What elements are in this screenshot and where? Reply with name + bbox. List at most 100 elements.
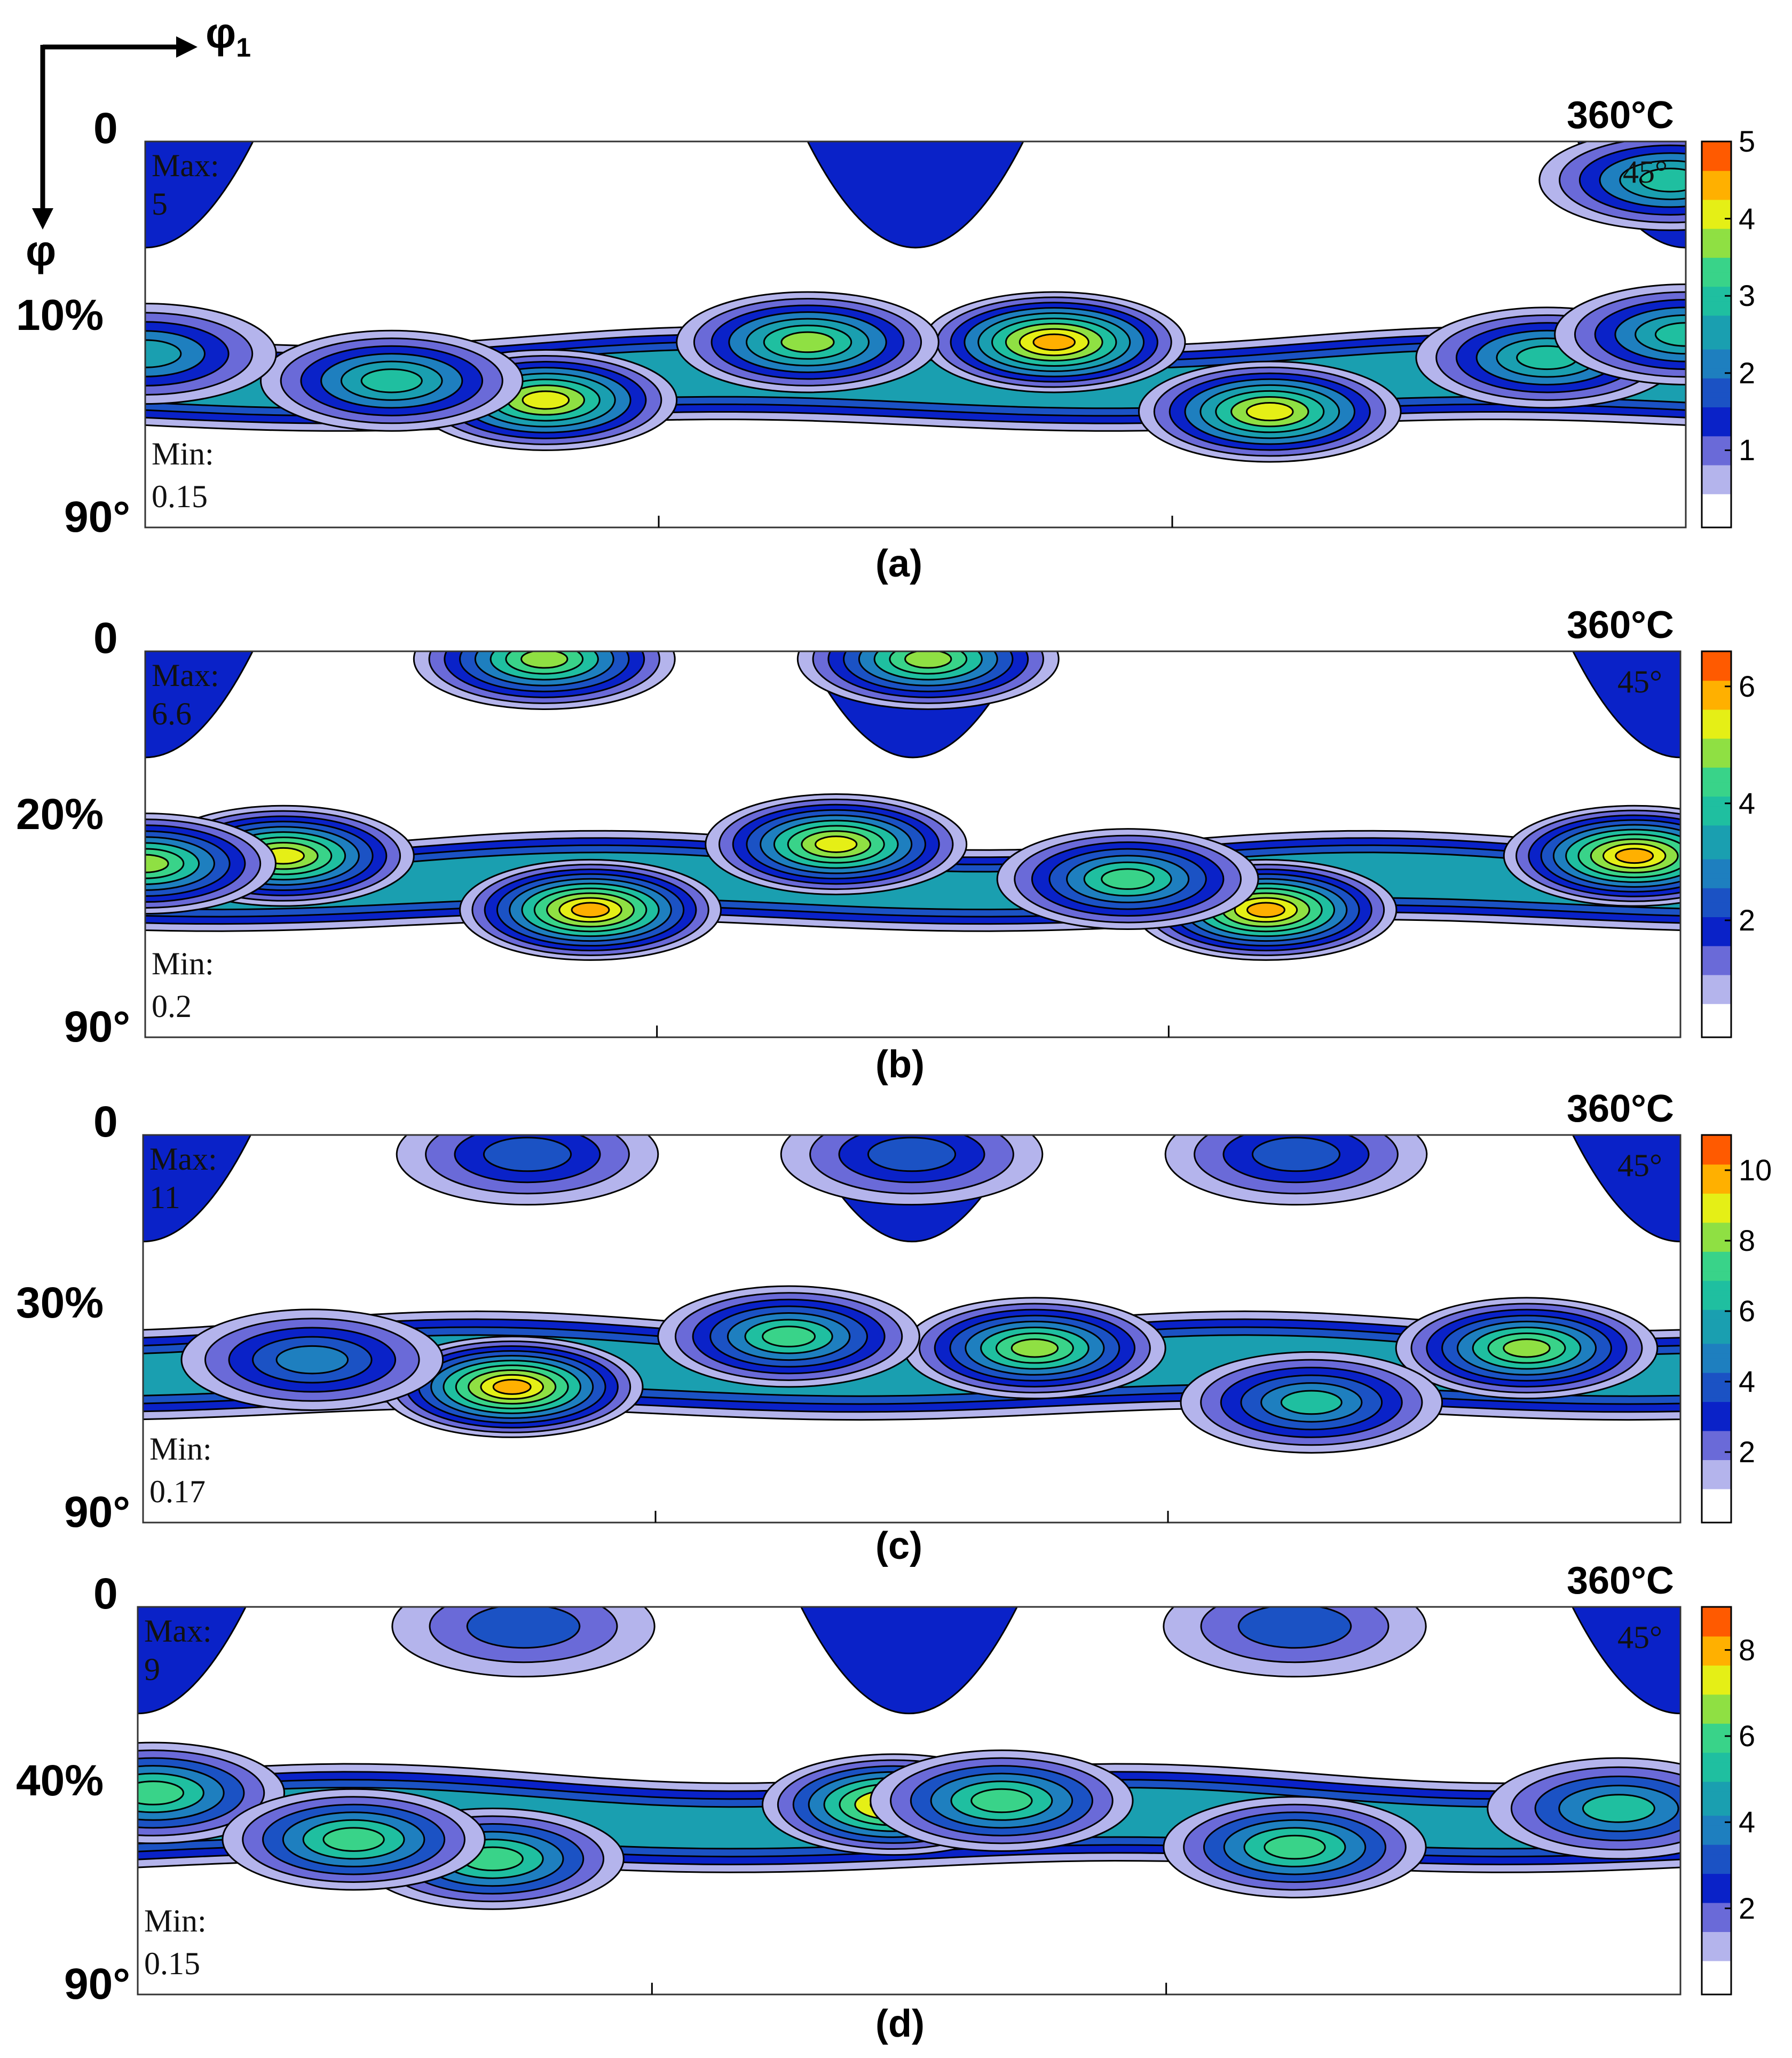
arch-region [138, 1607, 247, 1715]
contour-plot [143, 1135, 1680, 1523]
colorbar-segment [1702, 517, 1731, 523]
colorbar-segment [1702, 1801, 1731, 1807]
colorbar-segment [1702, 858, 1731, 864]
colorbar-segment [1702, 690, 1731, 696]
colorbar-segment [1702, 1607, 1731, 1613]
colorbar-segment [1702, 1508, 1731, 1513]
colorbar-segment [1702, 1474, 1731, 1480]
colorbar-segment [1702, 1188, 1731, 1194]
colorbar-segment [1702, 1912, 1731, 1918]
colorbar-segment [1702, 675, 1731, 681]
colorbar-segment [1702, 368, 1731, 374]
colorbar-segment [1702, 767, 1731, 772]
panel-caption: (c) [875, 1525, 922, 1567]
colorbar-segment [1702, 1169, 1731, 1174]
colorbar-segment [1702, 1241, 1731, 1247]
colorbar-segment [1702, 315, 1731, 321]
colorbar-segment [1702, 402, 1731, 408]
colorbar-segment [1702, 397, 1731, 403]
colorbar-segment [1702, 353, 1731, 359]
colorbar-segment [1702, 460, 1731, 466]
colorbar-segment [1702, 1164, 1731, 1170]
colorbar-segment [1702, 1018, 1731, 1023]
colorbar-segment [1702, 849, 1731, 855]
peak-4-level-9 [815, 835, 858, 853]
colorbar-segment [1702, 1454, 1731, 1461]
contour-plot [145, 651, 1680, 1037]
colorbar-segment [1702, 1926, 1731, 1933]
min-value: 0.15 [144, 1946, 200, 1981]
colorbar-segment [1702, 416, 1731, 422]
phi-arrowhead [32, 208, 53, 230]
colorbar-segment [1702, 175, 1731, 181]
colorbar-segment [1702, 1498, 1731, 1504]
min-label: Min: [152, 436, 214, 471]
peak-2-level-9 [1032, 333, 1076, 351]
colorbar-segment [1702, 882, 1731, 888]
colorbar-segment [1702, 1650, 1731, 1656]
colorbar-segment [1702, 1362, 1731, 1368]
colorbar-segment [1702, 974, 1731, 980]
colorbar-tick-label: 8 [1739, 1633, 1756, 1667]
colorbar-segment [1702, 782, 1731, 787]
colorbar-segment [1702, 373, 1731, 379]
arch-region [1572, 1607, 1680, 1715]
colorbar-segment [1702, 844, 1731, 850]
colorbar-segment [1702, 1416, 1731, 1422]
colorbar-segment [1702, 1805, 1731, 1811]
colorbar-segment [1702, 1256, 1731, 1261]
colorbar-segment [1702, 1810, 1731, 1816]
colorbar-segment [1702, 1391, 1731, 1398]
colorbar-segment [1702, 1003, 1731, 1009]
max-value: 5 [152, 186, 168, 222]
colorbar-segment [1702, 1980, 1731, 1985]
colorbar-segment [1702, 421, 1731, 427]
colorbar-segment [1702, 1888, 1731, 1894]
colorbar-segment [1702, 1227, 1731, 1233]
colorbar-segment [1702, 1771, 1731, 1777]
phi1-symbol: φ [206, 9, 236, 57]
colorbar-segment [1702, 199, 1731, 205]
colorbar-segment [1702, 1377, 1731, 1383]
colorbar-segment [1702, 830, 1731, 835]
colorbar-segment [1702, 238, 1731, 243]
colorbar-segment [1702, 479, 1731, 485]
colorbar-segment [1702, 723, 1731, 729]
colorbar-segment [1702, 1931, 1731, 1937]
arch-region [800, 1607, 1018, 1715]
colorbar-segment [1702, 1353, 1731, 1359]
colorbar-segment [1702, 1027, 1731, 1033]
strain-label: 10% [16, 291, 104, 340]
colorbar-segment [1702, 984, 1731, 990]
colorbar-segment [1702, 1956, 1731, 1961]
y-top-label: 0 [93, 104, 118, 153]
colorbar-segment [1702, 1421, 1731, 1426]
colorbar-segment [1702, 743, 1731, 748]
colorbar-frame [1701, 1606, 1732, 1996]
colorbar-segment [1702, 1013, 1731, 1019]
colorbar-segment [1702, 906, 1731, 913]
colorbar-segment [1702, 1411, 1731, 1417]
colorbar-segment [1702, 806, 1731, 811]
arch-region [1572, 651, 1680, 759]
peak-7-level-4 [483, 1137, 572, 1172]
colorbar-segment [1702, 512, 1731, 518]
arch-region [807, 141, 1024, 249]
colorbar-segment [1702, 786, 1731, 792]
colorbar [1701, 650, 1732, 1038]
colorbar-segment [1702, 1699, 1731, 1705]
colorbar-segment [1702, 1621, 1731, 1627]
colorbar-segment [1702, 719, 1731, 724]
colorbar-segment [1702, 1197, 1731, 1204]
colorbar-segment [1702, 1323, 1731, 1329]
peak-6-level-6 [322, 1827, 385, 1852]
colorbar-segment [1702, 998, 1731, 1004]
peak-5-level-6 [1264, 1834, 1326, 1860]
colorbar-segment [1702, 1936, 1731, 1942]
colorbar-tick-label: 2 [1739, 356, 1756, 390]
colorbar-segment [1702, 1830, 1731, 1835]
colorbar-segment [1702, 214, 1731, 219]
colorbar-tick-label: 5 [1739, 124, 1756, 158]
colorbar-segment [1702, 377, 1731, 383]
colorbar-segment [1702, 1960, 1731, 1966]
